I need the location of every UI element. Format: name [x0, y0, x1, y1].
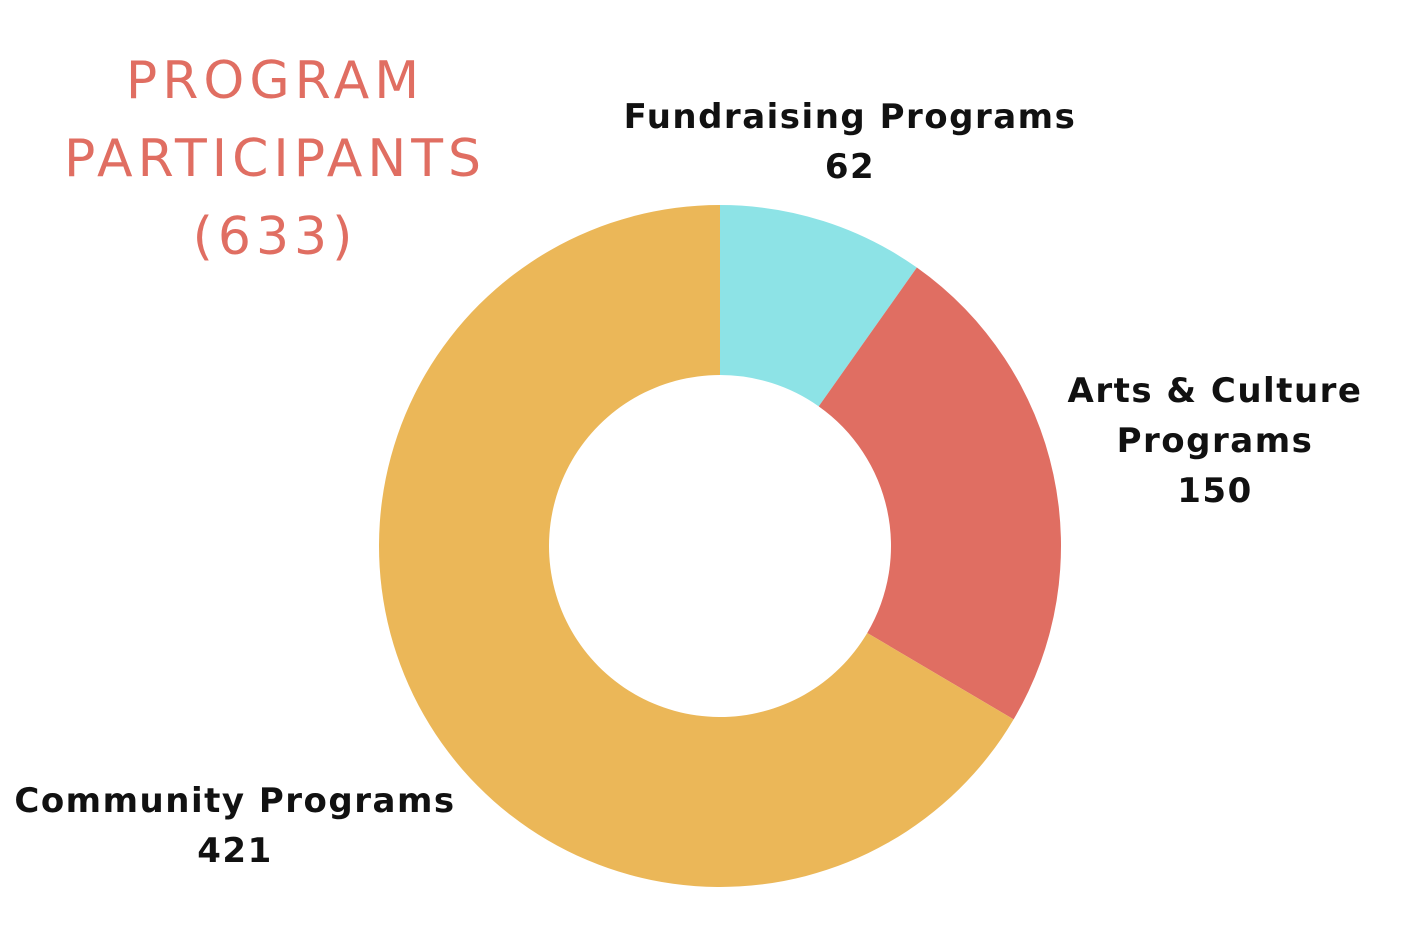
slice-label-community-value: 421 — [197, 831, 273, 871]
slice-label-fundraising-value: 62 — [824, 147, 876, 187]
chart-title-line-3: (633) — [192, 207, 358, 267]
slice-label-arts-culture-value: 150 — [1177, 471, 1253, 511]
slice-label-arts-culture-name-line-2: Programs — [1116, 421, 1314, 461]
chart-title-line-2: PARTICIPANTS — [64, 129, 486, 189]
slice-label-arts-culture-name-line-1: Arts & Culture — [1067, 371, 1363, 411]
slice-label-fundraising-name: Fundraising Programs — [623, 97, 1077, 137]
slice-label-community: Community Programs 421 — [10, 776, 460, 876]
chart-title: PROGRAM PARTICIPANTS (633) — [40, 42, 510, 276]
slice-label-fundraising: Fundraising Programs 62 — [600, 92, 1100, 192]
chart-title-line-1: PROGRAM — [125, 51, 425, 111]
donut-slice-fundraising-programs — [720, 205, 917, 407]
slice-label-community-name: Community Programs — [14, 781, 456, 821]
slice-label-arts-culture: Arts & Culture Programs 150 — [1040, 366, 1390, 516]
donut-slice-community-programs — [379, 205, 1014, 887]
donut-slice-arts-culture-programs — [818, 267, 1062, 720]
